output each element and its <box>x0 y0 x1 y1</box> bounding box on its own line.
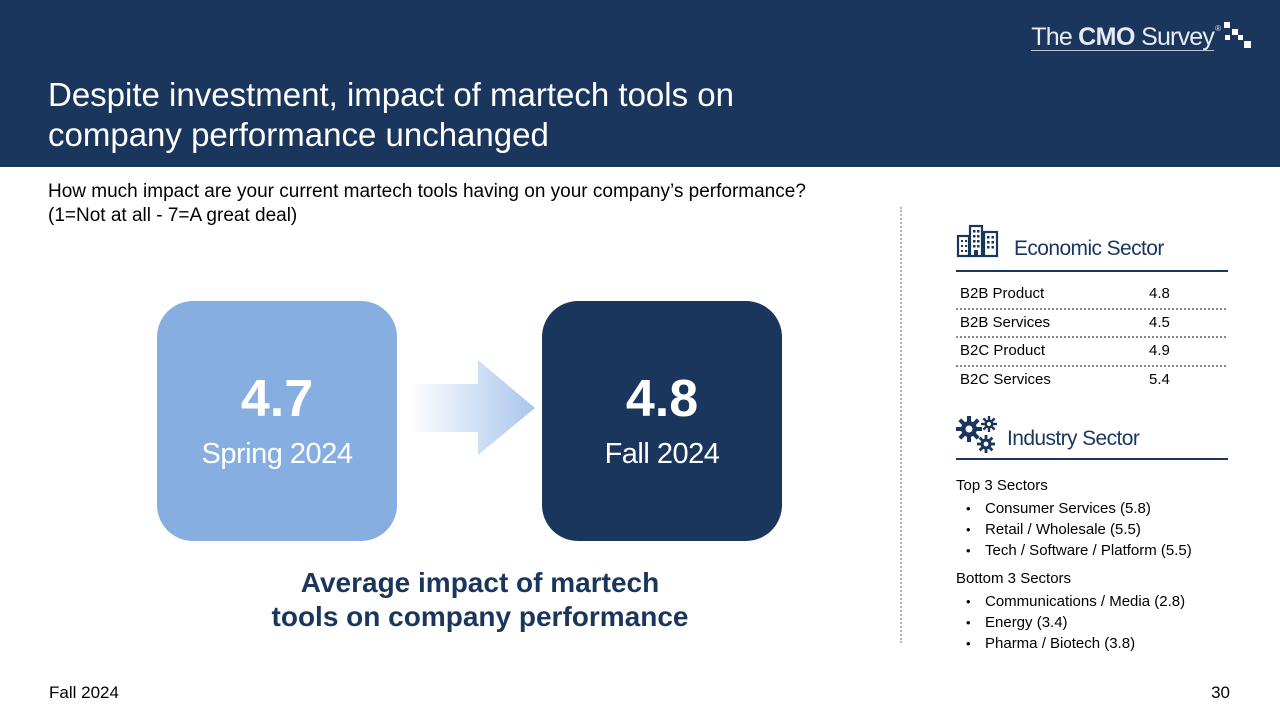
fall-2024-value: 4.8 <box>625 370 699 428</box>
sector-name: B2B Services <box>960 313 1051 331</box>
logo-brand: CMO <box>1078 23 1135 51</box>
table-row: B2B Product 4.8 <box>956 281 1226 310</box>
sector-value: 4.5 <box>1149 313 1170 331</box>
fall-2024-score-card: 4.8 Fall 2024 <box>542 301 782 541</box>
logo-suffix: Survey <box>1134 23 1215 51</box>
list-item: Consumer Services (5.8) <box>956 498 1192 519</box>
table-row: B2B Services 4.5 <box>956 310 1226 339</box>
top-sectors-group: Top 3 Sectors Consumer Services (5.8) Re… <box>956 476 1192 561</box>
page-title-line-2: company performance unchanged <box>48 116 549 153</box>
logo-squares-icon <box>1224 20 1252 50</box>
header-banner: Despite investment, impact of martech to… <box>0 0 1280 167</box>
logo-registered-mark: ® <box>1215 24 1221 33</box>
list-item: Tech / Software / Platform (5.5) <box>956 540 1192 561</box>
industry-sector-header: Industry Sector <box>956 412 1228 460</box>
caption-line-2: tools on company performance <box>271 601 689 632</box>
list-item: Retail / Wholesale (5.5) <box>956 519 1192 540</box>
economic-sector-header: Economic Sector <box>956 222 1228 272</box>
sector-value: 4.8 <box>1149 285 1170 302</box>
sector-value: 4.9 <box>1149 342 1170 360</box>
bottom-sectors-list: Communications / Media (2.8) Energy (3.4… <box>956 591 1185 654</box>
page-number: 30 <box>1211 683 1230 702</box>
caption-line-1: Average impact of martech <box>300 567 660 598</box>
sector-name: B2C Product <box>960 342 1046 360</box>
table-row: B2C Product 4.9 <box>956 338 1226 368</box>
survey-question: How much impact are your current martech… <box>48 180 908 228</box>
logo-wordmark: The CMO Survey <box>1031 20 1215 51</box>
sector-value: 5.4 <box>1149 371 1170 389</box>
comparison-caption: Average impact of martech tools on compa… <box>210 566 750 634</box>
buildings-icon <box>956 224 999 258</box>
page-title-line-1: Despite investment, impact of martech to… <box>48 76 734 113</box>
economic-sector-table: B2B Product 4.8 B2B Services 4.5 B2C Pro… <box>956 281 1226 396</box>
gears-icon <box>956 416 997 453</box>
footer-edition: Fall 2024 <box>49 683 119 702</box>
page-title: Despite investment, impact of martech to… <box>48 75 848 155</box>
industry-sector-title: Industry Sector <box>1007 427 1140 450</box>
question-text: How much impact are your current martech… <box>48 181 806 202</box>
spring-2024-score-card: 4.7 Spring 2024 <box>157 301 397 541</box>
sector-name: B2B Product <box>960 285 1045 302</box>
top-sectors-list: Consumer Services (5.8) Retail / Wholesa… <box>956 498 1192 561</box>
list-item: Communications / Media (2.8) <box>956 591 1185 612</box>
economic-sector-title: Economic Sector <box>1014 237 1164 260</box>
logo-prefix: The <box>1031 23 1079 51</box>
cmo-survey-logo: The CMO Survey ® <box>1031 20 1252 54</box>
spring-2024-value: 4.7 <box>240 370 314 428</box>
table-row: B2C Services 5.4 <box>956 367 1226 396</box>
right-arrow-icon <box>408 360 535 455</box>
list-item: Pharma / Biotech (3.8) <box>956 633 1185 654</box>
list-item: Energy (3.4) <box>956 612 1185 633</box>
top-sectors-label: Top 3 Sectors <box>956 477 1048 494</box>
bottom-sectors-group: Bottom 3 Sectors Communications / Media … <box>956 569 1185 654</box>
fall-2024-label: Fall 2024 <box>604 438 720 470</box>
sector-name: B2C Services <box>960 371 1051 389</box>
dotted-divider <box>900 207 902 643</box>
spring-2024-label: Spring 2024 <box>201 438 353 470</box>
question-scale: (1=Not at all - 7=A great deal) <box>48 205 298 226</box>
bottom-sectors-label: Bottom 3 Sectors <box>956 570 1072 587</box>
